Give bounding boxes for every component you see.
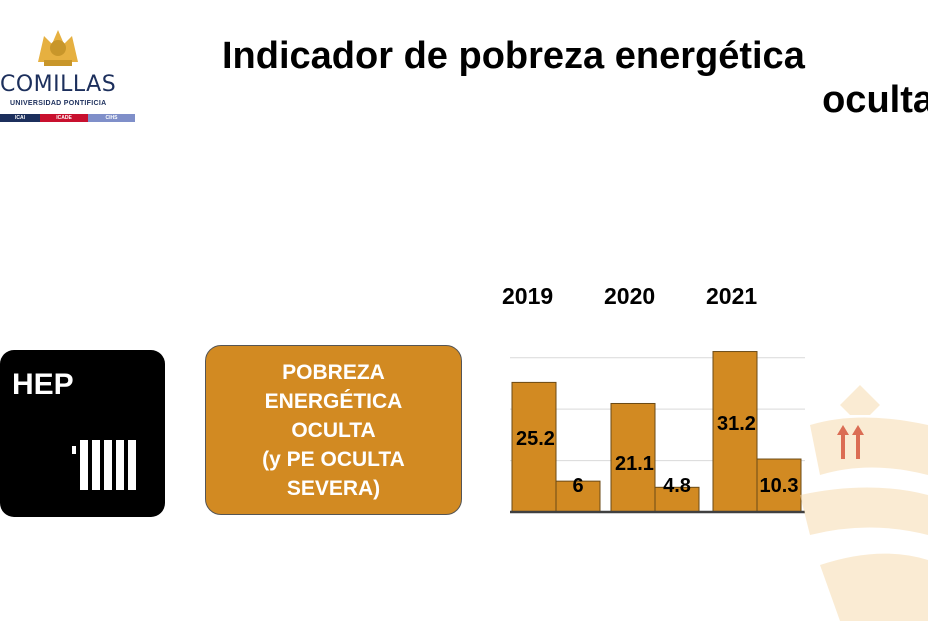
page-title: Indicador de pobreza energética oculta [222, 34, 928, 122]
title-line-2: oculta [822, 79, 928, 121]
indicator-line: SEVERA) [286, 476, 381, 500]
indicator-card: POBREZA ENERGÉTICA OCULTA (y PE OCULTA S… [205, 345, 462, 515]
crest-watermark [800, 385, 928, 621]
indicator-line: ENERGÉTICA [264, 389, 403, 413]
value-label-2019-series-2: 6 [572, 475, 583, 497]
bar-2019-series-1 [511, 381, 557, 513]
value-label-2019-series-1: 25.2 [516, 428, 555, 450]
logo-subtitle: UNIVERSIDAD PONTIFICIA [10, 100, 107, 107]
logo-bar-cihs: CIHS [88, 114, 135, 122]
year-label-2020: 2020 [604, 283, 656, 309]
title-line-1: Indicador de pobreza energética [222, 35, 805, 77]
bar-chart: 25.2 6 21.1 4.8 31.2 10.3 [510, 351, 805, 514]
value-label-2021-series-2: 10.3 [760, 475, 799, 497]
value-label-2020-series-1: 21.1 [615, 453, 654, 475]
logo-bar: ICAI ICADE CIHS [0, 114, 135, 122]
hep-label: HEP [12, 368, 74, 401]
lion-crest-icon [38, 30, 78, 66]
bar-2020-series-1 [610, 402, 656, 513]
logo-bar-icai: ICAI [0, 114, 40, 122]
indicator-line: OCULTA [291, 418, 376, 442]
indicator-line: (y PE OCULTA [262, 447, 405, 471]
year-label-2019: 2019 [502, 283, 554, 309]
logo-bar-icade: ICADE [40, 114, 88, 122]
bar-2019-series-2 [555, 480, 601, 513]
logo-name: COMILLAS [0, 72, 117, 97]
indicator-line: POBREZA [282, 360, 385, 384]
value-label-2020-series-2: 4.8 [663, 475, 691, 497]
year-label-2021: 2021 [706, 283, 758, 309]
radiator-icon [72, 440, 136, 490]
value-label-2021-series-1: 31.2 [717, 413, 756, 435]
hep-card: HEP [0, 350, 165, 517]
comillas-logo: COMILLAS UNIVERSIDAD PONTIFICIA ICAI ICA… [0, 22, 150, 132]
